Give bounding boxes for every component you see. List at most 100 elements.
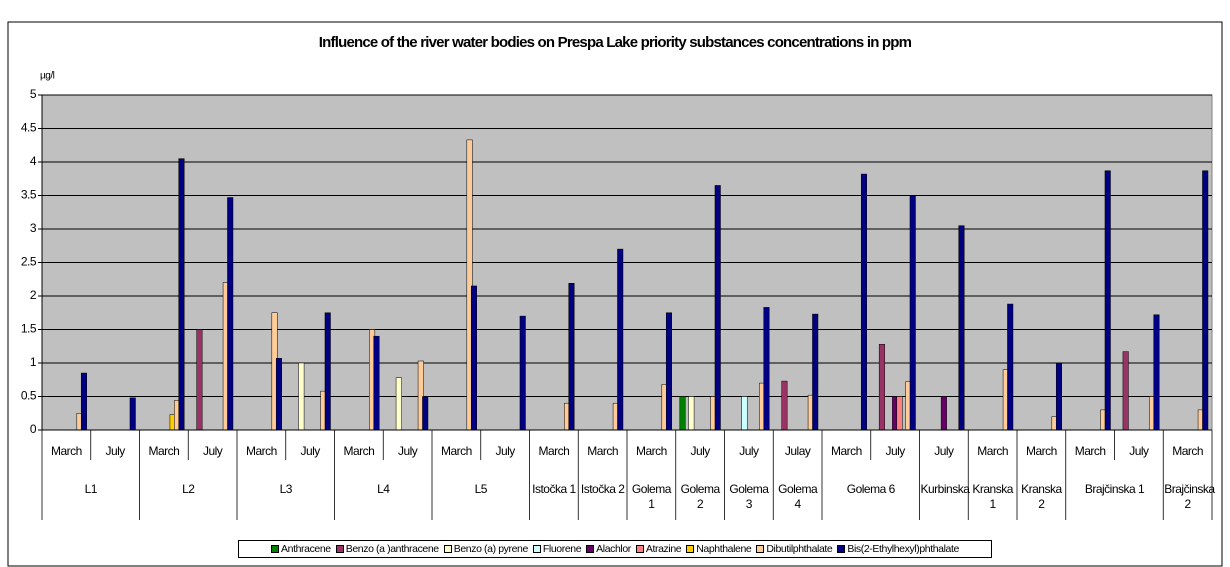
x-tick-label: July [495, 444, 515, 458]
legend-swatch [837, 545, 846, 553]
y-tick-label: 0 [30, 422, 37, 436]
bar [812, 313, 819, 431]
x-tick-label: March [538, 444, 569, 458]
legend-label: Bis(2-Ethylhexyl)phthalate [847, 543, 959, 555]
legend-item: Anthracene [271, 543, 331, 555]
bar [688, 396, 695, 431]
y-tick-label: 3 [30, 221, 37, 235]
y-tick-label: 5 [30, 87, 37, 101]
bar [617, 248, 624, 431]
bar [1055, 362, 1062, 431]
group-label: Golema 6 [846, 482, 896, 496]
legend-item: Alachlor [586, 543, 631, 555]
bar [227, 197, 234, 431]
x-tick-label: March [148, 444, 179, 458]
x-tick-label: March [51, 444, 82, 458]
group-label: Golema 2 [680, 482, 721, 511]
bar [896, 396, 903, 431]
bar [1122, 351, 1129, 431]
x-tick-label: March [636, 444, 667, 458]
bar [940, 396, 947, 431]
bar [470, 285, 477, 431]
y-axis-label: µg/l [40, 71, 55, 82]
bar [860, 173, 867, 431]
bar [1153, 314, 1160, 431]
bar [679, 396, 686, 431]
x-tick-label: March [587, 444, 618, 458]
x-tick-label: March [1075, 444, 1106, 458]
x-tick-label: July [300, 444, 320, 458]
y-tick-label: 0.5 [21, 389, 37, 403]
bar [909, 195, 916, 431]
x-tick-label: July [398, 444, 418, 458]
x-tick-label: July [105, 444, 125, 458]
legend-item: Dibutilphthalate [756, 543, 833, 555]
y-tick-label: 1 [30, 355, 37, 369]
bar [196, 329, 203, 431]
bar [781, 380, 788, 431]
legend-item: Atrazine [635, 543, 682, 555]
bar [129, 397, 136, 431]
y-tick-label: 3.5 [21, 188, 37, 202]
x-tick-label: July [885, 444, 905, 458]
bar [298, 362, 305, 431]
legend-label: Benzo (a )anthracene [345, 543, 439, 555]
bar [1202, 170, 1209, 431]
legend-swatch [532, 545, 541, 553]
x-tick-label: March [441, 444, 472, 458]
legend-swatch [586, 545, 595, 553]
y-tick-label: 4.5 [21, 121, 37, 135]
x-tick-label: July [1129, 444, 1149, 458]
legend-label: Atrazine [645, 543, 682, 555]
legend-swatch [686, 545, 695, 553]
legend-label: Alachlor [596, 543, 631, 555]
chart-title: Influence of the river water bodies on P… [319, 34, 912, 51]
legend-label: Anthracene [281, 543, 331, 555]
bar [324, 312, 331, 431]
group-label: L4 [377, 482, 390, 496]
x-tick-label: March [1172, 444, 1203, 458]
bar [422, 396, 429, 431]
bar [763, 307, 770, 431]
group-label: Kranska 1 [972, 482, 1013, 511]
bar [519, 315, 526, 431]
legend-label: Fluorene [542, 543, 582, 555]
bar [373, 335, 380, 431]
group-label: Istočka 1 [532, 482, 576, 496]
group-label: L3 [279, 482, 293, 496]
legend-swatch [635, 545, 644, 553]
group-label: Brajčinska 1 [1084, 482, 1145, 496]
group-label: L5 [474, 482, 488, 496]
x-tick-label: March [246, 444, 277, 458]
bar [275, 358, 282, 431]
y-tick-label: 2 [30, 288, 37, 302]
bar [568, 283, 575, 431]
group-label: Brajčinska 2 [1164, 482, 1215, 511]
legend-swatch [271, 545, 280, 553]
group-label: Golema 3 [729, 482, 769, 511]
bar [178, 158, 185, 431]
group-label: L1 [84, 482, 98, 496]
legend-swatch [443, 545, 452, 553]
y-tick-label: 2.5 [21, 255, 37, 269]
group-label: Golema 1 [631, 482, 672, 511]
group-label: Kranska 2 [1021, 482, 1062, 511]
legend: Anthracene Benzo (a )anthracene Benzo (a) … [238, 540, 992, 558]
x-tick-label: July [203, 444, 223, 458]
x-tick-label: March [977, 444, 1008, 458]
bar [741, 396, 748, 431]
legend-item: Fluorene [532, 543, 582, 555]
x-tick-label: March [1026, 444, 1057, 458]
x-tick-label: July [934, 444, 954, 458]
bar [878, 343, 885, 431]
legend-label: Benzo (a) pyrene [453, 543, 529, 555]
legend-item: Naphthalene [686, 543, 752, 555]
bar [958, 225, 965, 431]
bar [1007, 303, 1014, 431]
bar [714, 185, 721, 431]
legend-item: Benzo (a) pyrene [443, 543, 529, 555]
bar [395, 377, 402, 431]
group-label: L2 [182, 482, 195, 496]
x-tick-label: July [739, 444, 759, 458]
